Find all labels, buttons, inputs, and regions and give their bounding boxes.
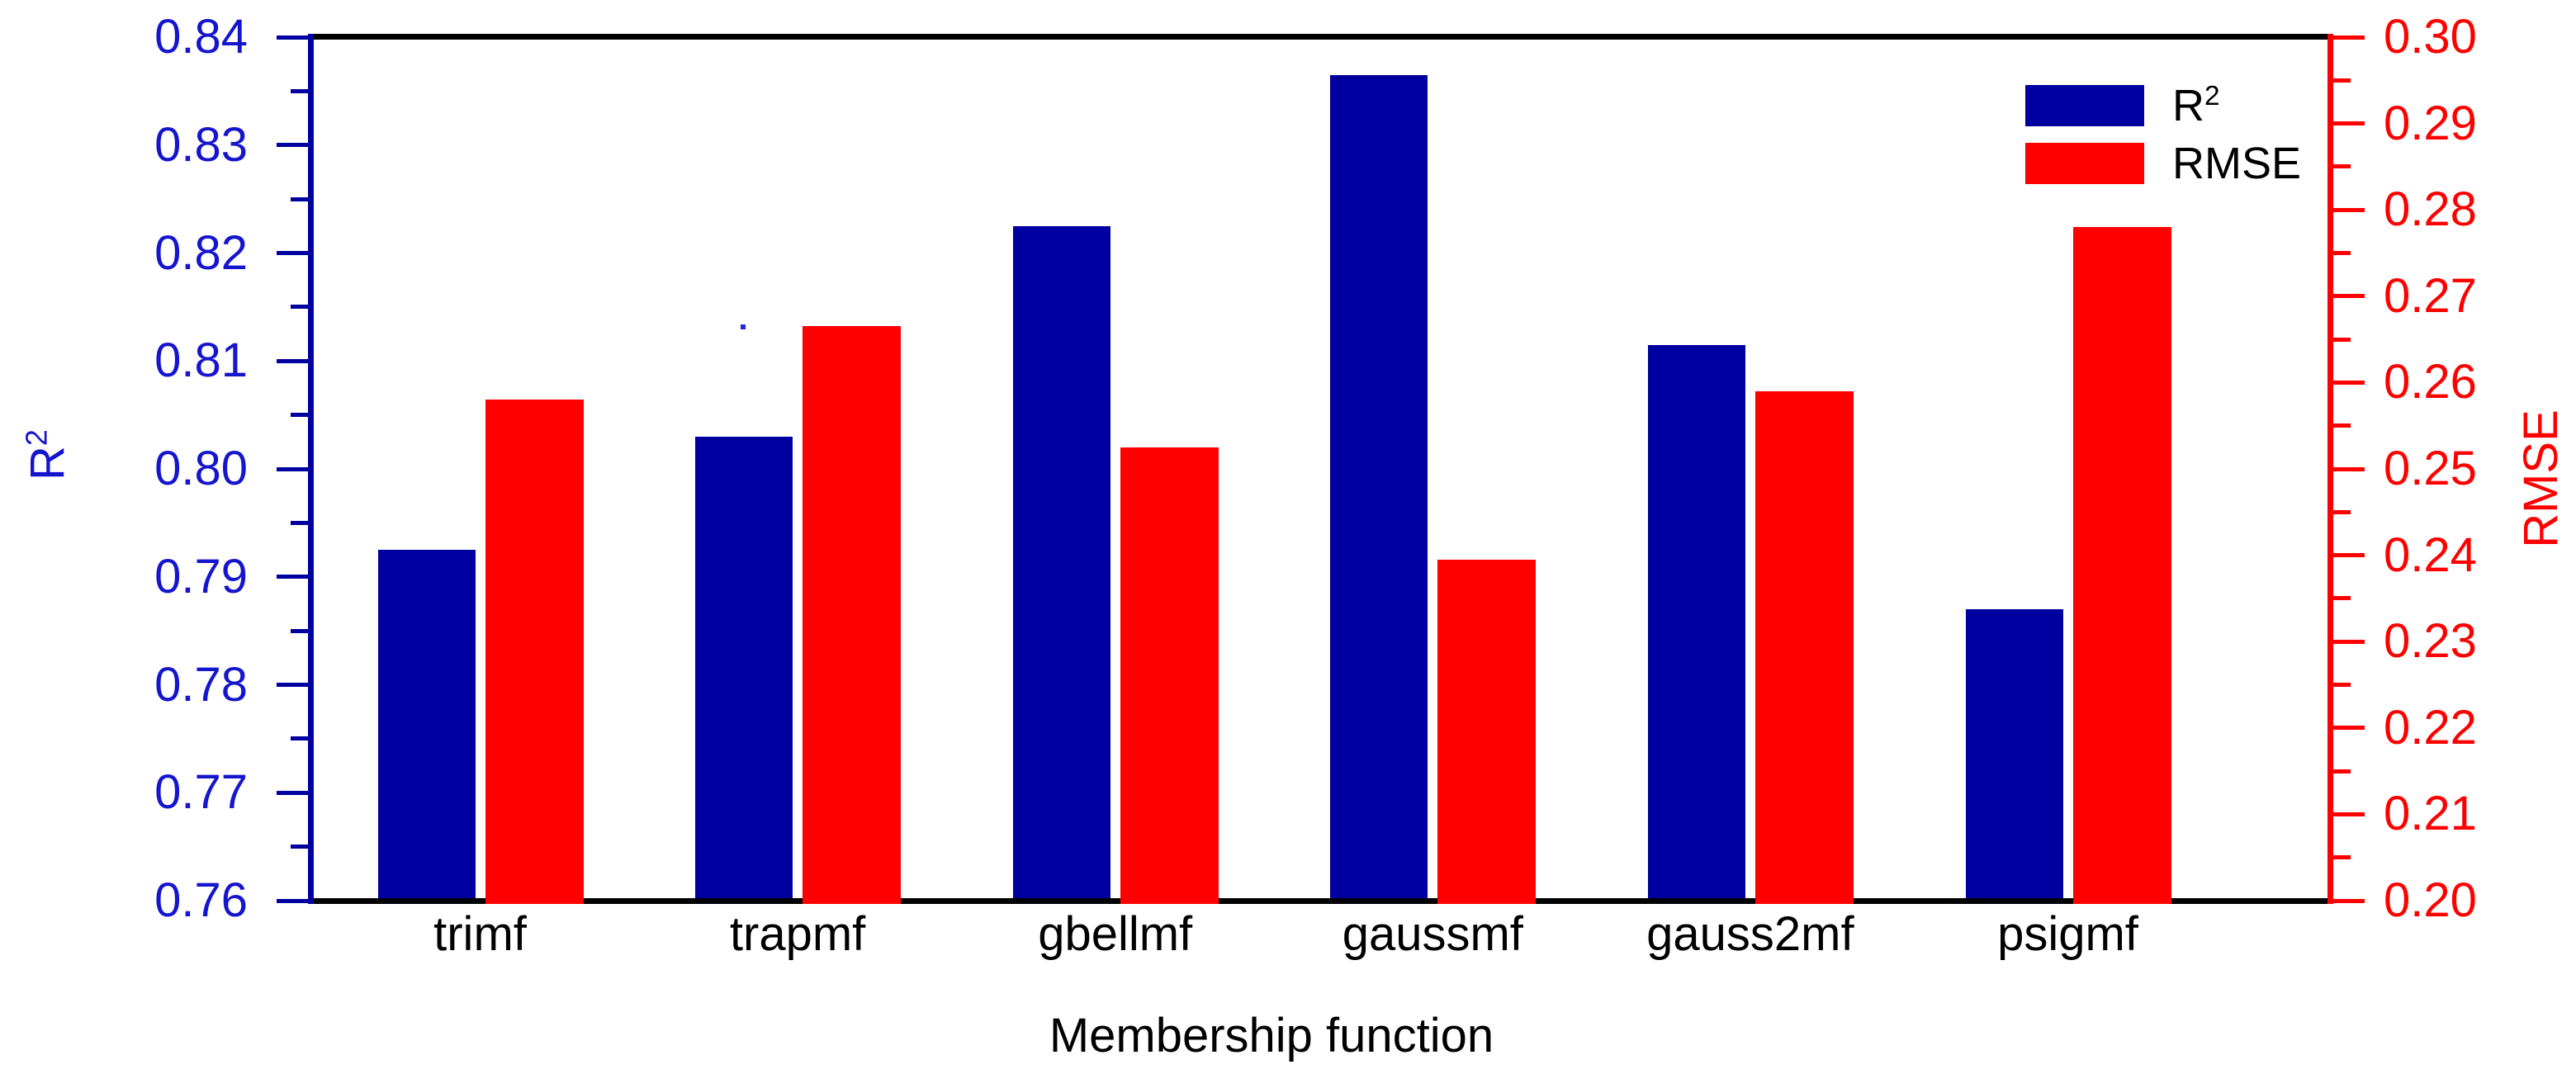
right-axis-tick-label: 0.30 (2384, 10, 2477, 64)
left-axis-line (308, 34, 314, 904)
right-axis-major-tick (2333, 35, 2365, 40)
left-axis-minor-tick (291, 413, 308, 418)
right-axis-major-tick (2333, 639, 2365, 644)
right-axis-minor-tick (2333, 509, 2351, 514)
left-axis-tick-label: 0.79 (154, 549, 248, 603)
right-axis-minor-tick (2333, 337, 2351, 342)
left-axis-tick-label: 0.76 (154, 873, 248, 927)
bar-rmse-gauss2mf (1754, 390, 1854, 904)
right-axis-minor-tick (2333, 596, 2351, 601)
left-axis-tick-label: 0.83 (154, 117, 248, 172)
left-axis-major-tick (277, 575, 308, 580)
left-axis-title: R2 (19, 372, 74, 537)
right-axis-major-tick (2333, 811, 2365, 816)
bar-rmse-psigmf (2072, 227, 2171, 904)
right-axis-major-tick (2333, 898, 2365, 903)
right-axis-minor-tick (2333, 78, 2351, 83)
left-axis-tick-label: 0.77 (154, 765, 248, 820)
x-axis-title: Membership function (1049, 1009, 1494, 1062)
left-axis-title-sup: 2 (19, 429, 54, 447)
legend-swatch-r2 (2025, 85, 2144, 126)
left-axis-tick-label: 0.84 (154, 10, 248, 64)
left-axis-minor-tick (291, 520, 308, 525)
right-axis-tick-label: 0.22 (2384, 700, 2477, 755)
legend-swatch-rmse (2025, 143, 2144, 184)
right-axis-tick-label: 0.24 (2384, 528, 2477, 582)
right-axis-major-tick (2333, 294, 2365, 299)
right-axis-tick-label: 0.27 (2384, 268, 2477, 323)
left-axis-major-tick (277, 683, 308, 687)
right-axis-major-tick (2333, 466, 2365, 471)
left-axis-major-tick (277, 790, 308, 795)
right-axis-tick-label: 0.25 (2384, 442, 2477, 495)
category-label-psigmf: psigmf (1997, 907, 2138, 961)
right-axis-line (2327, 34, 2333, 904)
left-axis-tick-label: 0.80 (154, 442, 248, 495)
bar-rmse-trapmf (803, 326, 902, 904)
x-axis-line (308, 898, 2333, 904)
right-axis-minor-tick (2333, 423, 2351, 428)
left-axis-major-tick (277, 466, 308, 471)
right-axis-tick-label: 0.28 (2384, 182, 2477, 237)
right-axis-tick-label: 0.23 (2384, 614, 2477, 669)
stray-dot-artifact (741, 324, 746, 329)
category-label-gauss2mf: gauss2mf (1646, 907, 1854, 961)
right-axis-minor-tick (2333, 251, 2351, 255)
right-axis-tick-label: 0.20 (2384, 873, 2477, 927)
right-axis-major-tick (2333, 726, 2365, 731)
bar-r2-gaussmf (1330, 74, 1428, 901)
bar-r2-trimf (377, 550, 476, 901)
left-axis-minor-tick (291, 305, 308, 310)
left-axis-title-text: R (21, 446, 74, 480)
left-axis-tick-label: 0.82 (154, 225, 248, 280)
left-axis-minor-tick (291, 736, 308, 741)
legend: R2 RMSE (2025, 83, 2301, 198)
right-axis-minor-tick (2333, 769, 2351, 774)
right-axis-minor-tick (2333, 164, 2351, 169)
left-axis-major-tick (277, 35, 308, 40)
right-axis-tick-label: 0.29 (2384, 96, 2477, 150)
bar-r2-trapmf (695, 436, 793, 901)
left-axis-minor-tick (291, 196, 308, 201)
right-axis-tick-label: 0.26 (2384, 355, 2477, 409)
right-axis-major-tick (2333, 207, 2365, 212)
bar-r2-gauss2mf (1647, 344, 1745, 901)
right-axis-major-tick (2333, 553, 2365, 558)
right-axis-major-tick (2333, 380, 2365, 385)
left-axis-minor-tick (291, 628, 308, 633)
category-label-gaussmf: gaussmf (1342, 907, 1523, 961)
right-axis-major-tick (2333, 121, 2365, 126)
right-axis-title-text: RMSE (2514, 409, 2568, 548)
legend-item-r2: R2 (2025, 83, 2301, 129)
left-axis-tick-label: 0.81 (154, 334, 248, 388)
left-axis-tick-label: 0.78 (154, 657, 248, 712)
bar-r2-gbellmf (1012, 225, 1110, 901)
left-axis-minor-tick (291, 88, 308, 93)
legend-label-rmse: RMSE (2172, 139, 2302, 188)
left-axis-major-tick (277, 143, 308, 148)
bar-r2-psigmf (1965, 608, 2063, 901)
right-axis-title: RMSE (2514, 380, 2568, 578)
category-label-trimf: trimf (433, 907, 527, 961)
category-label-gbellmf: gbellmf (1038, 907, 1193, 961)
bar-rmse-trimf (485, 400, 584, 904)
right-axis-tick-label: 0.21 (2384, 787, 2477, 841)
right-axis-minor-tick (2333, 855, 2351, 860)
plot-border-top (308, 34, 2333, 40)
left-axis-minor-tick (291, 845, 308, 849)
bar-rmse-gaussmf (1437, 559, 1537, 904)
category-label-trapmf: trapmf (729, 907, 866, 961)
legend-label-r2: R2 (2172, 81, 2220, 130)
left-axis-major-tick (277, 898, 308, 903)
left-axis-major-tick (277, 358, 308, 363)
right-axis-minor-tick (2333, 683, 2351, 687)
legend-item-rmse: RMSE (2025, 140, 2301, 187)
bar-rmse-gbellmf (1120, 447, 1219, 904)
left-axis-major-tick (277, 251, 308, 255)
